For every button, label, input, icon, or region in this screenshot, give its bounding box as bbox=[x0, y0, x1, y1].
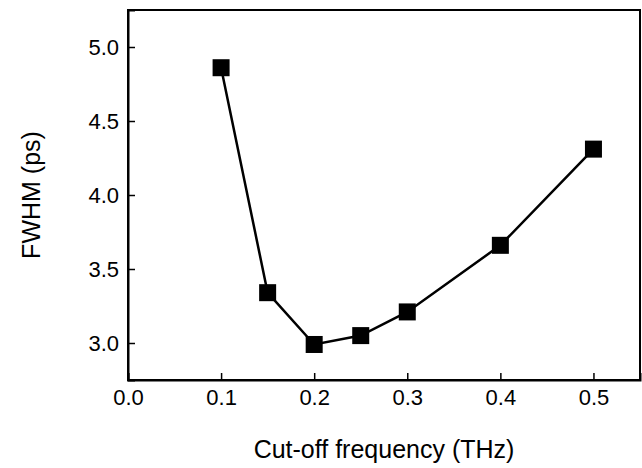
tick-mark bbox=[593, 373, 595, 380]
tick-mark bbox=[500, 373, 502, 380]
tick-label: 3.5 bbox=[88, 257, 119, 282]
tick-label: 0.4 bbox=[486, 385, 517, 410]
marker bbox=[399, 303, 416, 320]
frame bbox=[128, 10, 640, 380]
tick-mark bbox=[128, 47, 135, 49]
line bbox=[221, 68, 593, 345]
tick: 0.5 bbox=[579, 373, 610, 410]
tick: 5.0 bbox=[88, 35, 135, 60]
tick-mark bbox=[128, 343, 135, 345]
tick-mark bbox=[128, 269, 135, 271]
tick-label: 0.0 bbox=[113, 385, 144, 410]
tick: 0.3 bbox=[392, 373, 423, 410]
x-axis: 0.0 0.1 0.2 0.3 0.4 0.5 bbox=[113, 373, 640, 410]
marker bbox=[306, 336, 323, 353]
marker bbox=[259, 284, 276, 301]
chart: 0.0 0.1 0.2 0.3 0.4 0.5 3.0 3.5 4.0 4.5 5.0 Cut-off… bbox=[0, 0, 642, 468]
marker bbox=[213, 59, 230, 76]
x-axis-title: Cut-off frequency (THz) bbox=[254, 435, 515, 463]
tick-mark bbox=[407, 373, 409, 380]
tick-label: 0.5 bbox=[579, 385, 610, 410]
tick: 3.5 bbox=[88, 257, 135, 282]
y-axis: 3.0 3.5 4.0 4.5 5.0 bbox=[88, 11, 135, 381]
marks bbox=[213, 59, 602, 353]
marker bbox=[352, 327, 369, 344]
tick-label: 4.5 bbox=[88, 109, 119, 134]
tick-label: 3.0 bbox=[88, 331, 119, 356]
axis-line bbox=[129, 11, 136, 381]
tick-mark bbox=[221, 373, 223, 380]
tick: 0.1 bbox=[206, 373, 237, 410]
tick-mark bbox=[314, 373, 316, 380]
tick: 4.0 bbox=[88, 183, 135, 208]
tick: 0.4 bbox=[486, 373, 517, 410]
tick-label: 4.0 bbox=[88, 183, 119, 208]
y-axis-title: FWHM (ps) bbox=[17, 131, 45, 259]
plot: 0.0 0.1 0.2 0.3 0.4 0.5 3.0 3.5 4.0 4.5 5.0 bbox=[88, 10, 640, 410]
tick: 0.2 bbox=[299, 373, 330, 410]
tick-label: 5.0 bbox=[88, 35, 119, 60]
marker bbox=[585, 141, 602, 158]
axis-line bbox=[129, 373, 641, 381]
tick-mark bbox=[128, 121, 135, 123]
marker bbox=[492, 237, 509, 254]
tick-label: 0.1 bbox=[206, 385, 237, 410]
tick-label: 0.3 bbox=[392, 385, 423, 410]
tick-mark bbox=[128, 195, 135, 197]
tick-label: 0.2 bbox=[299, 385, 330, 410]
tick: 3.0 bbox=[88, 331, 135, 356]
tick: 4.5 bbox=[88, 109, 135, 134]
